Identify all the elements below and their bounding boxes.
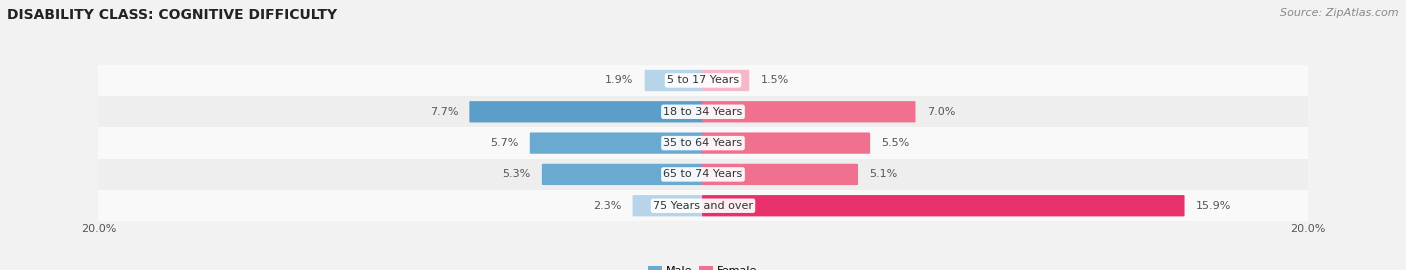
FancyBboxPatch shape <box>702 101 915 122</box>
Text: 5.5%: 5.5% <box>882 138 910 148</box>
FancyBboxPatch shape <box>541 164 704 185</box>
Text: DISABILITY CLASS: COGNITIVE DIFFICULTY: DISABILITY CLASS: COGNITIVE DIFFICULTY <box>7 8 337 22</box>
Text: 35 to 64 Years: 35 to 64 Years <box>664 138 742 148</box>
Text: 5 to 17 Years: 5 to 17 Years <box>666 75 740 86</box>
Text: 1.9%: 1.9% <box>605 75 634 86</box>
Bar <box>98 65 1308 96</box>
FancyBboxPatch shape <box>702 70 749 91</box>
Text: 75 Years and over: 75 Years and over <box>652 201 754 211</box>
FancyBboxPatch shape <box>633 195 704 216</box>
Bar <box>98 190 1308 221</box>
Text: 65 to 74 Years: 65 to 74 Years <box>664 169 742 180</box>
FancyBboxPatch shape <box>470 101 704 122</box>
Text: 5.7%: 5.7% <box>491 138 519 148</box>
Bar <box>98 127 1308 159</box>
Text: 1.5%: 1.5% <box>761 75 789 86</box>
Text: 18 to 34 Years: 18 to 34 Years <box>664 107 742 117</box>
Legend: Male, Female: Male, Female <box>644 261 762 270</box>
Text: 5.3%: 5.3% <box>502 169 530 180</box>
Text: 2.3%: 2.3% <box>593 201 621 211</box>
FancyBboxPatch shape <box>702 164 858 185</box>
FancyBboxPatch shape <box>530 133 704 154</box>
Text: 15.9%: 15.9% <box>1195 201 1232 211</box>
Bar <box>98 159 1308 190</box>
Bar <box>98 96 1308 127</box>
FancyBboxPatch shape <box>645 70 704 91</box>
Text: Source: ZipAtlas.com: Source: ZipAtlas.com <box>1281 8 1399 18</box>
Text: 7.7%: 7.7% <box>430 107 458 117</box>
FancyBboxPatch shape <box>702 133 870 154</box>
Text: 5.1%: 5.1% <box>869 169 897 180</box>
Text: 7.0%: 7.0% <box>927 107 955 117</box>
FancyBboxPatch shape <box>702 195 1184 216</box>
